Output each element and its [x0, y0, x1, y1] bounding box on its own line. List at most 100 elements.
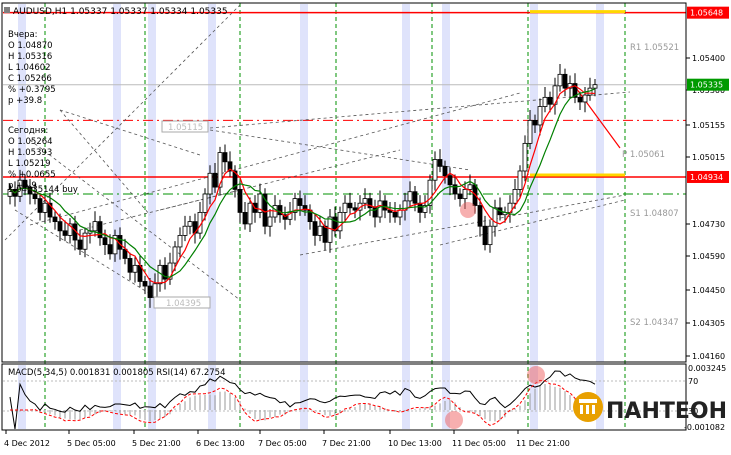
- candle-body: [477, 205, 483, 227]
- candle-body: [297, 198, 303, 206]
- candle-body: [247, 202, 253, 225]
- time-tick-label: 11 Dec 21:00: [516, 439, 570, 448]
- candle-body: [592, 84, 598, 89]
- pivot-s2-label: S2 1.04347: [630, 318, 679, 328]
- candle-body: [542, 96, 548, 107]
- candle-body: [302, 205, 308, 211]
- candle-body: [547, 96, 553, 105]
- candle-body: [57, 221, 63, 232]
- trend-line-11: [59, 109, 151, 216]
- candle-body: [432, 159, 438, 181]
- candle-body: [62, 230, 68, 236]
- candle-body: [92, 221, 98, 232]
- candle-body: [257, 193, 263, 213]
- candle-body: [422, 205, 428, 213]
- candle-body: [217, 152, 223, 188]
- session-band-ind-6: [442, 365, 450, 429]
- candle-body: [312, 221, 318, 236]
- trend-line-9: [159, 149, 401, 211]
- indicator-bottom-value: -0.001082: [684, 423, 725, 432]
- today-line: % +0.0655: [8, 170, 56, 180]
- candle-body: [167, 262, 173, 280]
- candle-body: [442, 165, 448, 176]
- time-tick-label: 7 Dec 05:00: [258, 439, 307, 448]
- pivot-p-label: P 1.05061: [622, 150, 665, 160]
- today-title: Сегодня:: [8, 126, 48, 136]
- price-tick-label: 1.05015: [692, 153, 725, 162]
- candle-body: [492, 207, 498, 227]
- candle-body: [37, 198, 43, 213]
- trend-line-6: [299, 194, 626, 256]
- symbol-header: AUDUSD,H1 1.05337 1.05337 1.05334 1.0533…: [13, 7, 228, 17]
- candle-body: [42, 202, 48, 213]
- marked-price-box: [687, 78, 729, 91]
- candle-body: [152, 283, 158, 298]
- marked-price-box: [687, 6, 729, 19]
- price-box-2: [153, 296, 211, 309]
- candle-body: [557, 73, 563, 87]
- session-band-ind-5: [402, 365, 410, 429]
- candle-body: [322, 225, 328, 243]
- trend-line-5: [209, 91, 631, 129]
- pivot-s1-label: S1 1.04807: [630, 209, 679, 219]
- candle-body: [377, 200, 383, 218]
- price-levels: [3, 10, 686, 195]
- candle-body: [562, 73, 568, 89]
- main-frame: [1, 2, 687, 363]
- yesterday-line: C 1.05266: [8, 74, 52, 84]
- candle-body: [182, 225, 188, 236]
- candle-body: [572, 83, 578, 98]
- logo-text: ПАНТЕОН: [606, 399, 727, 424]
- candle-body: [407, 191, 413, 202]
- rsi-level-30: 30: [688, 407, 698, 416]
- price-box-1-label: 1.05115: [168, 123, 203, 133]
- time-tick-label: 5 Dec 05:00: [67, 439, 116, 448]
- candle-body: [362, 198, 368, 204]
- candle-body: [382, 200, 388, 211]
- rsi-line: [9, 370, 596, 430]
- candle-body: [187, 221, 193, 227]
- candle-body: [577, 96, 583, 103]
- marked-price-box: [687, 170, 729, 183]
- candle-body: [352, 207, 358, 211]
- candle-body: [102, 237, 108, 246]
- candle-body: [397, 209, 403, 218]
- session-band-ind-3: [208, 365, 216, 429]
- session-band-5: [402, 4, 410, 362]
- ma-slow-line: [9, 88, 596, 278]
- candle-body: [262, 193, 268, 227]
- session-band-ind-1: [113, 365, 121, 429]
- candle-body: [532, 119, 538, 126]
- trend-line-0: [4, 4, 241, 241]
- price-box-1: [161, 120, 209, 133]
- moving-averages: [9, 85, 596, 284]
- session-band-1: [113, 4, 121, 362]
- candle-body: [242, 212, 248, 225]
- marked-price-label: 1.05335: [690, 81, 723, 90]
- session-band-4: [300, 4, 308, 362]
- marked-price-label: 1.05648: [690, 9, 723, 18]
- candle-body: [127, 258, 133, 273]
- candle-body: [232, 170, 238, 190]
- marked-price-label: 1.04934: [690, 173, 723, 182]
- session-band-2: [148, 4, 156, 362]
- time-tick-label: 10 Dec 13:00: [388, 439, 442, 448]
- candle-body: [112, 235, 118, 255]
- candle-body: [237, 189, 243, 213]
- price-axis: 1.054001.053001.051551.050151.047301.045…: [686, 6, 729, 361]
- session-band-6: [442, 4, 450, 362]
- yesterday-line: p +39.8: [8, 96, 42, 106]
- candle-body: [447, 175, 453, 186]
- candle-body: [97, 221, 103, 239]
- candle-body: [437, 159, 443, 167]
- candle-body: [132, 264, 138, 273]
- time-tick-label: 6 Dec 13:00: [196, 439, 245, 448]
- today-line: H 1.05393: [8, 148, 52, 158]
- candle-body: [512, 189, 518, 204]
- session-band-ind-7: [530, 365, 538, 429]
- candle-body: [122, 248, 128, 259]
- yesterday-line: % +0.3795: [8, 85, 56, 95]
- today-line: O 1.05264: [8, 137, 53, 147]
- candle-body: [202, 193, 208, 213]
